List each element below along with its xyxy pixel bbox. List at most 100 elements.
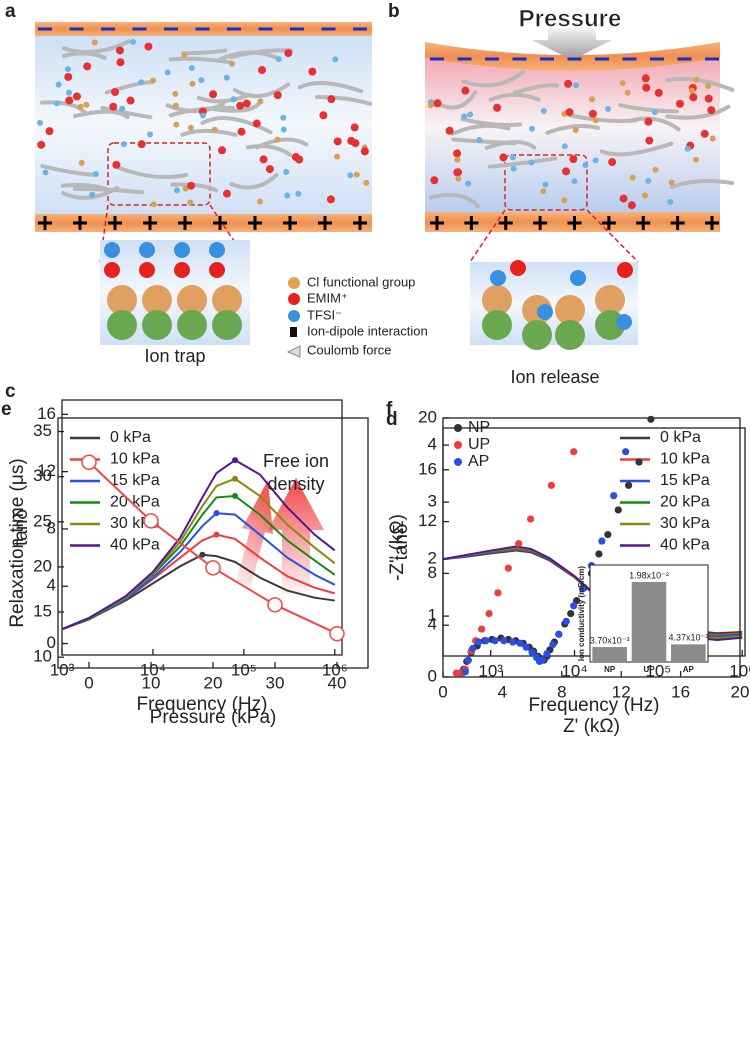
polymer-strand [245, 144, 293, 157]
x-tick-label: 10⁴ [140, 660, 166, 679]
data-point [610, 492, 618, 500]
ion-icon [173, 121, 180, 128]
ion-icon [92, 171, 99, 178]
x-tick-label: AP [683, 665, 695, 674]
ion-icon [347, 136, 356, 145]
x-tick-label: 40 [328, 673, 347, 692]
ion-icon [540, 188, 547, 195]
polymer-strand [62, 51, 107, 60]
x-axis-label: Z' (kΩ) [563, 716, 620, 737]
ion-icon [642, 192, 649, 199]
ion-icon [445, 126, 454, 135]
legend-text: Ion-dipole interaction [307, 323, 428, 338]
ion-icon [64, 72, 73, 81]
diagram-caption: Ion release [510, 367, 599, 387]
ion-icon [592, 117, 599, 124]
x-axis-label: Frequency (Hz) [137, 694, 268, 715]
polymer-strand [72, 186, 145, 195]
ion-icon [684, 145, 691, 152]
y-axis-label: tanδ [391, 524, 412, 561]
polymer-strand [450, 123, 511, 136]
ion-icon [619, 79, 626, 86]
ion-icon [667, 198, 674, 205]
polymer-strand [218, 50, 278, 61]
data-line [61, 458, 336, 631]
ion-icon [490, 270, 506, 286]
data-point [614, 506, 622, 514]
ion-icon [522, 320, 552, 350]
peak-marker [213, 531, 220, 538]
ion-icon [588, 109, 597, 118]
data-line [61, 477, 336, 631]
pressure-label: Pressure [519, 5, 622, 32]
polymer-strand [232, 82, 291, 99]
data-point [491, 637, 499, 645]
ion-icon [616, 314, 632, 330]
polymer-strand [545, 124, 601, 135]
data-point [478, 625, 486, 633]
y-tick-label: 20 [33, 556, 52, 575]
ion-icon [693, 76, 700, 83]
data-point [549, 641, 557, 649]
ion-icon [138, 79, 145, 86]
peak-marker [213, 510, 220, 517]
ion-icon [572, 82, 579, 89]
ion-icon [256, 198, 263, 205]
y-tick-label: 0 [428, 666, 437, 685]
ion-icon [172, 90, 179, 97]
polymer-strand [200, 116, 273, 135]
ion-icon [174, 262, 190, 278]
ion-icon [104, 262, 120, 278]
ion-icon [476, 137, 483, 144]
ion-icon [212, 285, 242, 315]
ion-icon [510, 165, 517, 172]
data-point [562, 617, 570, 625]
ion-icon [209, 242, 225, 258]
ion-icon [284, 192, 291, 199]
ion-icon [72, 92, 81, 101]
y-tick-label: 16 [418, 459, 437, 478]
x-tick-label: 0 [438, 682, 447, 701]
polymer-strand [428, 193, 481, 209]
ion-icon [461, 113, 468, 120]
ion-icon [104, 242, 120, 258]
diagram-caption: Ion trap [144, 346, 205, 366]
data-point [555, 630, 563, 638]
plot-frame [61, 399, 343, 656]
legend-text: 15 kPa [660, 472, 710, 489]
peak-marker [232, 492, 239, 499]
ion-icon [137, 140, 146, 149]
data-point [469, 644, 477, 653]
x-tick-label: 8 [557, 682, 566, 701]
y-tick-label: 35 [33, 421, 52, 440]
y-tick-label: 3 [428, 492, 437, 511]
ion-icon [627, 201, 636, 210]
polymer-strand [165, 101, 226, 114]
ion-icon [528, 159, 535, 166]
ion-icon [65, 89, 72, 96]
trend-arrow [236, 480, 273, 586]
data-point [485, 609, 493, 618]
data-point [570, 448, 578, 456]
legend-text: 30 kPa [660, 515, 710, 532]
value-label: 3.70x10⁻³ [590, 635, 630, 645]
x-tick-label: 4 [498, 682, 507, 701]
bar [592, 647, 627, 662]
y-tick-label: 12 [418, 511, 437, 530]
diagram-legend [286, 277, 301, 358]
data-point [570, 602, 578, 610]
polymer-strand [599, 141, 674, 157]
data-point [267, 597, 283, 613]
y-tick-label: 4 [428, 615, 437, 634]
ion-icon [177, 310, 207, 340]
ion-icon [353, 171, 360, 178]
ion-icon [332, 56, 339, 63]
ion-icon [350, 123, 359, 132]
x-tick-label: 10⁴ [561, 661, 587, 680]
ion-icon [280, 114, 287, 121]
trend-arrow [268, 478, 324, 600]
legend-text: NP [468, 419, 490, 436]
ion-icon [572, 127, 579, 134]
ion-icon [295, 190, 302, 197]
polymer-strand [168, 56, 234, 65]
